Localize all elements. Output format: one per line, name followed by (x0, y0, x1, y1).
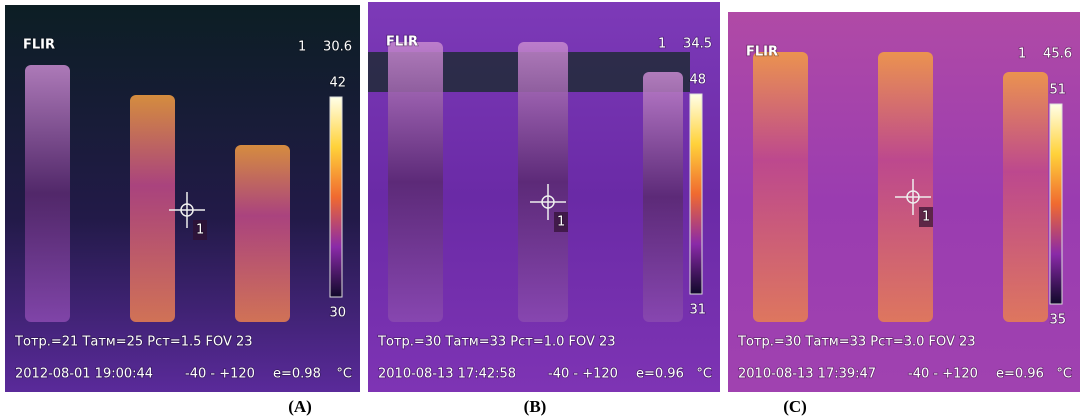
column (753, 52, 808, 322)
caption: (C) (783, 397, 807, 416)
spot-label: 1 (298, 40, 306, 55)
color-scale (330, 97, 342, 297)
scale-min: 31 (689, 303, 706, 318)
spot-label: 1 (658, 37, 666, 52)
scale-max: 51 (1049, 83, 1066, 98)
thermal-image: FLIR 1 34.5 48 31 1 Tотр.=30 Tатм=33 Рст=1.0 F… (368, 2, 720, 392)
range: -40 - +120 (185, 367, 255, 382)
marker-label: 1 (922, 210, 930, 225)
parameters: Tотр.=30 Tатм=33 Рст=1.0 FOV 23 (377, 335, 616, 350)
spot-value: 45.6 (1043, 47, 1072, 62)
scale-min: 30 (329, 306, 346, 321)
figure: FLIR 1 30.6 42 30 1 Tотр.=21 Tатм=25 Рст=1.5 F… (0, 0, 1085, 419)
spot-value: 30.6 (323, 40, 352, 55)
column (235, 145, 290, 322)
caption: (B) (524, 397, 547, 416)
thermal-image: FLIR 1 30.6 42 30 1 Tотр.=21 Tатм=25 Рст=1.5 F… (5, 5, 360, 392)
column (130, 95, 175, 322)
emissivity: e=0.96 (636, 367, 684, 382)
unit: °C (336, 367, 352, 382)
emissivity: e=0.98 (273, 367, 321, 382)
datetime: 2010-08-13 17:39:47 (738, 367, 876, 382)
marker-label: 1 (557, 215, 565, 230)
range: -40 - +120 (908, 367, 978, 382)
column (518, 42, 568, 322)
column (1003, 72, 1048, 322)
column (643, 72, 683, 322)
logo: FLIR (746, 45, 778, 60)
scale-min: 35 (1049, 313, 1066, 328)
column (388, 42, 443, 322)
color-scale (690, 94, 702, 294)
scale-max: 48 (689, 73, 706, 88)
range: -40 - +120 (548, 367, 618, 382)
spot-value: 34.5 (683, 37, 712, 52)
datetime: 2010-08-13 17:42:58 (378, 367, 516, 382)
scale-max: 42 (329, 76, 346, 91)
caption: (A) (288, 397, 312, 416)
parameters: Tотр.=30 Tатм=33 Рст=3.0 FOV 23 (737, 335, 976, 350)
column (878, 52, 933, 322)
marker-label: 1 (196, 223, 204, 238)
unit: °C (1056, 367, 1072, 382)
logo: FLIR (23, 38, 55, 53)
color-scale (1050, 104, 1062, 304)
column (25, 65, 70, 322)
unit: °C (696, 367, 712, 382)
thermal-image: FLIR 1 45.6 51 35 1 Tотр.=30 Tатм=33 Рст=3.0 F… (728, 12, 1080, 392)
datetime: 2012-08-01 19:00:44 (15, 367, 153, 382)
parameters: Tотр.=21 Tатм=25 Рст=1.5 FOV 23 (14, 335, 253, 350)
spot-label: 1 (1018, 47, 1026, 62)
logo: FLIR (386, 35, 418, 50)
emissivity: e=0.96 (996, 367, 1044, 382)
